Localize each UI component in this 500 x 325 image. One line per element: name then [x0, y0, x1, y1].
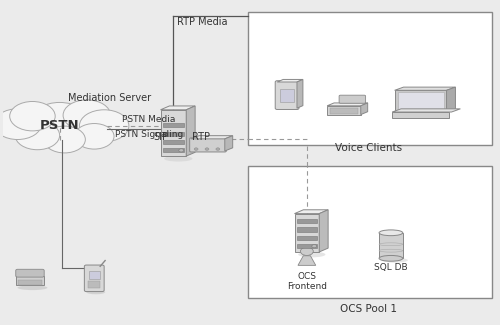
- Polygon shape: [361, 103, 368, 115]
- FancyBboxPatch shape: [398, 92, 444, 110]
- Polygon shape: [160, 106, 195, 110]
- Circle shape: [63, 100, 110, 131]
- Text: RTP Media: RTP Media: [178, 17, 228, 27]
- Polygon shape: [319, 210, 328, 252]
- FancyBboxPatch shape: [163, 148, 184, 152]
- Ellipse shape: [379, 255, 403, 261]
- Text: Voice Clients: Voice Clients: [335, 143, 402, 153]
- Polygon shape: [277, 79, 303, 82]
- Polygon shape: [294, 210, 328, 214]
- FancyBboxPatch shape: [297, 227, 317, 231]
- FancyBboxPatch shape: [294, 214, 319, 252]
- FancyBboxPatch shape: [297, 219, 317, 223]
- Ellipse shape: [86, 290, 105, 294]
- Ellipse shape: [382, 258, 408, 263]
- Ellipse shape: [164, 156, 192, 162]
- FancyBboxPatch shape: [84, 265, 104, 292]
- Polygon shape: [298, 256, 316, 265]
- FancyBboxPatch shape: [163, 123, 184, 127]
- Polygon shape: [186, 106, 195, 156]
- FancyBboxPatch shape: [248, 12, 492, 145]
- Text: PSTN Media: PSTN Media: [122, 115, 176, 124]
- Polygon shape: [297, 79, 303, 108]
- Polygon shape: [327, 103, 368, 106]
- Text: OCS
Frontend: OCS Frontend: [287, 272, 327, 291]
- FancyBboxPatch shape: [392, 112, 449, 118]
- Text: SQL DB: SQL DB: [374, 263, 408, 272]
- Polygon shape: [446, 87, 456, 112]
- Circle shape: [10, 101, 55, 131]
- Circle shape: [194, 148, 198, 150]
- FancyBboxPatch shape: [339, 95, 365, 103]
- Circle shape: [300, 247, 314, 255]
- Circle shape: [15, 121, 60, 150]
- Ellipse shape: [298, 252, 326, 257]
- FancyBboxPatch shape: [280, 88, 294, 102]
- FancyBboxPatch shape: [297, 236, 317, 240]
- Circle shape: [179, 149, 184, 152]
- Circle shape: [74, 124, 114, 149]
- FancyBboxPatch shape: [297, 244, 317, 248]
- Polygon shape: [225, 136, 232, 151]
- Circle shape: [0, 109, 42, 139]
- FancyBboxPatch shape: [16, 276, 44, 285]
- Ellipse shape: [379, 230, 403, 236]
- FancyBboxPatch shape: [18, 280, 42, 284]
- FancyBboxPatch shape: [16, 269, 44, 277]
- Circle shape: [44, 126, 86, 153]
- FancyBboxPatch shape: [163, 132, 184, 136]
- Text: OCS Pool 1: OCS Pool 1: [340, 304, 397, 314]
- FancyBboxPatch shape: [89, 271, 100, 280]
- Polygon shape: [392, 109, 460, 112]
- Polygon shape: [191, 136, 232, 139]
- Text: PSTN: PSTN: [40, 119, 80, 132]
- FancyBboxPatch shape: [275, 81, 299, 110]
- Circle shape: [80, 110, 129, 142]
- FancyBboxPatch shape: [248, 166, 492, 298]
- Text: SIP: SIP: [154, 132, 168, 142]
- Text: PSTN Signaling: PSTN Signaling: [115, 130, 183, 138]
- Ellipse shape: [18, 285, 48, 290]
- Text: RTP: RTP: [192, 132, 210, 142]
- Text: Mediation Server: Mediation Server: [68, 93, 151, 103]
- FancyBboxPatch shape: [330, 108, 358, 114]
- FancyBboxPatch shape: [327, 106, 361, 115]
- Circle shape: [205, 148, 209, 150]
- FancyBboxPatch shape: [379, 233, 403, 258]
- FancyBboxPatch shape: [160, 110, 186, 156]
- Polygon shape: [394, 87, 456, 90]
- FancyBboxPatch shape: [190, 138, 226, 152]
- FancyBboxPatch shape: [394, 90, 446, 112]
- Circle shape: [216, 148, 220, 150]
- FancyBboxPatch shape: [163, 140, 184, 144]
- Circle shape: [31, 102, 88, 139]
- Circle shape: [312, 245, 317, 248]
- FancyBboxPatch shape: [88, 281, 100, 288]
